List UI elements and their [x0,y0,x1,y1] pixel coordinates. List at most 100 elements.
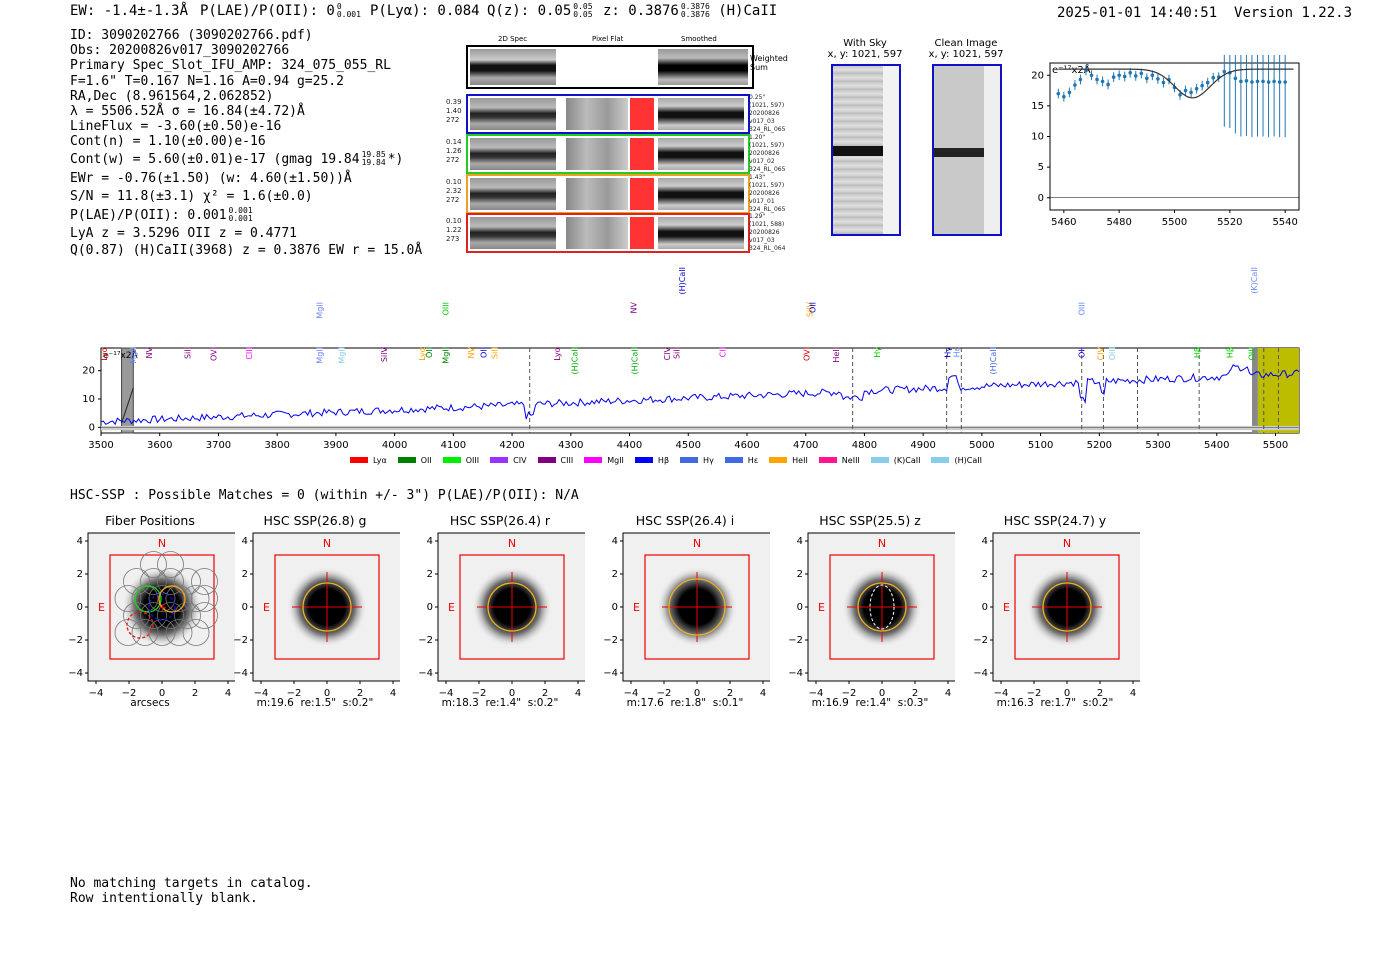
hsc-panel-svg: + N E 4 2 0 −2 −4 −4 −2 0 2 4 [68,532,235,699]
hsc-y-tick-label: 0 [982,602,988,613]
hsc-x-tick-label: −2 [657,688,672,699]
cutout-row-flat [566,178,628,210]
info-lambda: λ = 5506.52Å σ = 16.84(±4.72)Å [70,104,305,120]
hsc-panel-title: HSC SSP(26.4) i [635,513,735,528]
legend-item: Hε [724,455,759,465]
zoom-point [1122,74,1127,79]
cutout-row-left-stats: 0.39 1.40 272 [446,98,462,125]
spectrum-x-tick-label: 3800 [264,440,289,451]
zoom-point [1183,88,1188,93]
header-ew: EW: -1.4±-1.3Å [70,3,189,19]
cutout-meta: (1021, 597) [749,102,785,109]
legend-swatch [584,457,603,463]
cutout-row-smoothed [658,217,744,249]
hsc-y-tick-label: −2 [973,635,988,646]
spectrum-x-tick-label: 5100 [1028,440,1053,451]
legend-label: Hβ [657,455,670,465]
hsc-title: HSC-SSP : Possible Matches = 0 (within +… [70,488,579,503]
spectrum-line-label: Hγ [944,347,953,358]
spectrum-y-tick-label: 0 [89,422,95,433]
info-q: Q(0.87) (H)CaII(3968) z = 0.3876 EW r = … [70,242,423,258]
hsc-panel-caption: m:16.3 re:1.7" s:0.2" [996,697,1114,709]
spectrum-x-tick-label: 3900 [323,440,348,451]
zoom-point [1056,91,1061,96]
legend-item: (K)CaII [870,456,920,465]
cutout-stat: 272 [446,116,460,124]
cutout-row-smoothed [658,98,744,130]
legend-label: NeIII [841,455,860,465]
cutout-stat: 1.26 [446,147,462,155]
hsc-y-tick-label: 0 [612,602,618,613]
spectrum-x-tick-label: 4400 [617,440,642,451]
header-plae-text: P(LAE)/P(OII): 0 [200,3,335,19]
info-plae-text: P(LAE)/P(OII): 0.001 [70,207,227,223]
zoom-point [1145,76,1149,81]
hsc-x-tick-label: −4 [994,688,1009,699]
hsc-y-tick-label: 2 [427,569,433,580]
fiber-circle [148,585,176,612]
legend-item: Lyα [350,456,387,465]
info-contw-end: *) [387,151,404,167]
spectrum-line-label: Lyα [100,347,109,361]
hsc-north-label: N [1063,537,1071,550]
info-lya: LyA z = 3.5296 OII z = 0.4771 [70,225,297,241]
cutout-stat: 0.10 [446,178,462,186]
zoom-fit-line [1058,68,1294,99]
spectrum-curve [100,364,1300,426]
hsc-north-label: N [158,537,166,550]
hsc-y-tick-label: −4 [68,668,83,679]
fiber-circle [191,602,218,629]
fiber-circle-green [134,585,162,613]
hsc-north-label: N [508,537,516,550]
hsc-y-tick-label: −2 [418,635,433,646]
zoom-point [1200,83,1204,88]
cutout-row-right-meta: 1.20" (1021, 597) 20200826 v017_02 324_RL_06… [749,134,785,174]
spectrum-line-label: (H)CaII [631,347,640,374]
legend-label: MgII [607,455,624,465]
hsc-x-tick-label: −4 [254,688,269,699]
spectrum-line-label: HeII [832,347,841,363]
hsc-y-tick-label: 4 [982,536,988,547]
zoom-point [1222,69,1227,74]
hsc-x-tick-label: 2 [727,688,733,699]
fiber-circle [182,585,210,612]
legend-label: Hε [747,455,759,465]
cutout-stat: 0.39 [446,98,462,106]
cutout-meta: (1021, 597) [749,142,785,149]
hsc-ellipse [869,584,895,630]
fiber-circle [131,619,159,646]
legend-swatch [769,457,788,463]
hsc-aperture-box [644,554,750,660]
hsc-panel-caption: arcsecs [130,697,170,709]
version: Version 1.22.3 [1234,5,1353,21]
cutout-row-left-stats: 0.10 1.22 273 [446,217,462,244]
spectrum-line-label: SiII [490,347,499,359]
cutout-stat: 272 [446,156,460,164]
fiber-circle [191,568,218,595]
clean-image [932,64,1002,236]
hsc-x-tick-label: 0 [1064,688,1070,699]
info-fparams: F=1.6" T=0.167 N=1.16 A=0.94 g=25.2 [70,73,344,89]
header-z-sup: 0.3876 [680,2,710,11]
zoom-point [1233,76,1238,81]
hsc-east-label: E [1003,601,1010,614]
cutout-title-pixelflat: Pixel Flat [592,35,624,43]
zoom-point [1244,78,1249,83]
legend-item: (H)CaII [931,456,982,465]
clean-image-title: Clean Image x, y: 1021, 597 [923,38,1009,60]
spectrum-line-label: SiII [184,347,193,359]
hsc-aperture-circle [487,582,537,632]
hsc-y-tick-label: −4 [233,668,248,679]
spectrum-line-label: NV [629,301,638,313]
zoom-point [1205,80,1210,85]
fiber-circle [140,602,167,629]
spectrum-line-label: Hγ [873,347,882,358]
hsc-aperture-box [1014,554,1120,660]
hsc-panel-title: HSC SSP(26.4) r [449,513,551,528]
info-contw-sup: 19.85 [361,150,386,160]
spectrum-line-label: OIII [1078,302,1087,315]
spectrum-x-tick-label: 3700 [206,440,231,451]
cutout-title-smoothed: Smoothed [681,35,717,43]
spectrum-line-label: Lyα [553,347,562,361]
cutout-row-smoothed [658,178,744,210]
